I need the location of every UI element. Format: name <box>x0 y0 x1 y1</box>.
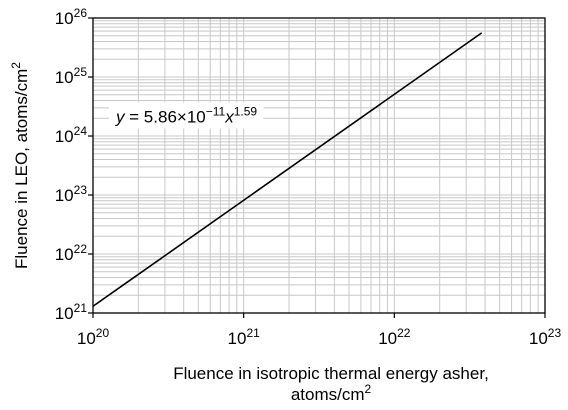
y-tick-base: 10 <box>55 127 74 146</box>
x-tick-label: 1022 <box>378 326 411 348</box>
equation-exponent-1: −11 <box>206 104 226 118</box>
series-layer <box>92 32 483 307</box>
x-tick-base: 10 <box>77 329 96 348</box>
equation-exponent-2: 1.59 <box>234 104 258 118</box>
y-axis-title: Fluence in LEO, atoms/cm2 <box>9 62 31 269</box>
x-axis-title-line2-text: atoms/cm <box>291 385 365 404</box>
equation-text: y = 5.86×10−11x1.59 <box>115 104 257 126</box>
y-tick-exponent: 22 <box>74 242 88 256</box>
x-tick-exponent: 20 <box>96 326 110 340</box>
y-tick-exponent: 23 <box>74 183 88 197</box>
y-tick-base: 10 <box>55 186 74 205</box>
equation-x: x <box>224 107 234 126</box>
x-tick-exponent: 22 <box>397 326 411 340</box>
y-tick-base: 10 <box>55 245 74 264</box>
x-tick-exponent: 23 <box>548 326 562 340</box>
y-tick-label: 1026 <box>55 6 88 28</box>
y-tick-base: 10 <box>55 304 74 323</box>
y-tick-label: 1021 <box>55 301 88 323</box>
y-tick-base: 10 <box>55 68 74 87</box>
y-tick-exponent: 25 <box>74 65 88 79</box>
x-tick-label: 1021 <box>228 326 261 348</box>
equation-background <box>108 102 264 129</box>
y-tick-label: 1024 <box>55 124 88 146</box>
x-tick-base: 10 <box>228 329 247 348</box>
y-tick-label: 1023 <box>55 183 88 205</box>
x-tick-label: 1020 <box>77 326 110 348</box>
y-tick-exponent: 26 <box>74 6 88 20</box>
y-axis-title-text: Fluence in LEO, atoms/cm <box>12 69 31 269</box>
grid <box>92 18 545 314</box>
equation-coefficient: = 5.86×10 <box>124 107 205 126</box>
y-axis-title-superscript: 2 <box>9 62 23 69</box>
y-tick-base: 10 <box>55 9 74 28</box>
x-tick-exponent: 21 <box>246 326 260 340</box>
equation-y: y <box>115 107 126 126</box>
plot-frame <box>92 17 546 314</box>
x-tick-label: 1023 <box>529 326 562 348</box>
x-axis-title-line2: atoms/cm2 <box>291 382 372 404</box>
series-line-0 <box>92 32 483 307</box>
y-tick-exponent: 21 <box>74 301 88 315</box>
x-axis-title-line1: Fluence in isotropic thermal energy ashe… <box>173 364 489 383</box>
y-tick-label: 1022 <box>55 242 88 264</box>
equation-annotation: y = 5.86×10−11x1.59 <box>108 102 264 129</box>
y-tick-label: 1025 <box>55 65 88 87</box>
x-tick-base: 10 <box>378 329 397 348</box>
x-axis-title-line2-superscript: 2 <box>365 382 372 396</box>
x-tick-base: 10 <box>529 329 548 348</box>
y-tick-exponent: 24 <box>74 124 88 138</box>
